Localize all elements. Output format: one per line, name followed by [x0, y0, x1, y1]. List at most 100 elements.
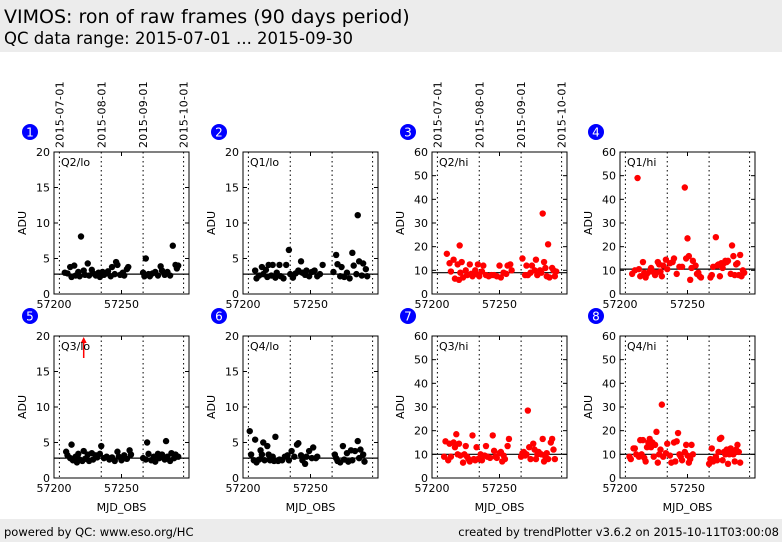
data-point [455, 440, 463, 447]
data-point [247, 451, 255, 458]
data-point [674, 429, 682, 437]
panel-label: Q3/hi [439, 340, 468, 353]
data-point [627, 455, 634, 463]
data-point [716, 273, 724, 280]
data-point [76, 273, 83, 280]
panel-label: Q1/lo [250, 156, 279, 169]
data-point [530, 440, 537, 447]
data-point [689, 257, 697, 265]
data-point [639, 436, 647, 444]
data-point [692, 262, 699, 269]
y-tick-label: 0 [421, 472, 428, 485]
data-point [338, 263, 345, 271]
data-point [359, 260, 367, 267]
data-point [708, 445, 715, 452]
header-band: VIMOS: ron of raw frames (90 days period… [0, 0, 782, 52]
data-point [145, 450, 152, 458]
data-point [108, 263, 116, 271]
page-title: VIMOS: ron of raw frames (90 days period… [4, 6, 410, 28]
data-point [111, 270, 118, 278]
panel-number: 1 [26, 126, 34, 140]
data-point [635, 265, 643, 273]
date-tick-label: 2015-07-01 [431, 81, 444, 148]
footer-powered-by: powered by QC: www.eso.org/HC [4, 525, 194, 539]
data-point [678, 457, 686, 464]
data-point [682, 441, 690, 449]
y-tick-label: 0 [43, 288, 50, 301]
y-tick-label: 10 [414, 264, 428, 277]
data-point [736, 459, 744, 466]
data-point [532, 256, 540, 263]
data-point [544, 455, 552, 463]
x-axis-label: MJD_OBS [286, 501, 336, 514]
y-tick-label: 50 [414, 354, 428, 367]
data-point [539, 210, 546, 217]
x-tick-label: 57200 [603, 482, 638, 495]
panel-number-badge [22, 124, 38, 140]
y-tick-label: 10 [36, 401, 50, 414]
panel-7: 7 0 10 20 30 40 50 60 57200 57250 ADU MJD_OBS Q3/hi [394, 308, 568, 514]
panel-label: Q3/lo [61, 340, 90, 353]
data-point [450, 256, 457, 263]
data-point [473, 444, 480, 451]
data-point [258, 451, 266, 458]
data-point [496, 262, 503, 269]
data-point [639, 258, 647, 266]
data-point [447, 268, 455, 275]
data-point [673, 438, 680, 445]
y-axis-label: ADU [582, 395, 595, 419]
data-point [457, 269, 464, 276]
panel-number-badge [588, 124, 604, 140]
panel-number-badge [22, 308, 38, 324]
data-point [68, 441, 75, 448]
data-point [634, 174, 641, 182]
data-point [734, 260, 741, 267]
footer-created-by: created by trendPlotter v3.6.2 on 2015-1… [458, 525, 779, 539]
panel-number: 4 [592, 126, 600, 140]
y-axis-label: ADU [205, 211, 218, 235]
data-point [269, 261, 276, 269]
y-tick-label: 10 [36, 217, 50, 230]
panel-3: 3 2015-07-01 2015-08-01 2015-09-01 2015-10-0… [394, 81, 569, 311]
date-tick-label: 2015-10-01 [556, 81, 569, 148]
y-tick-label: 30 [414, 401, 428, 414]
data-point [343, 269, 351, 276]
y-tick-label: 60 [414, 330, 428, 343]
data-point [447, 453, 455, 460]
data-point [714, 457, 721, 464]
y-tick-label: 0 [232, 472, 239, 485]
data-point [354, 211, 361, 219]
data-point [256, 456, 263, 463]
data-point [104, 268, 112, 275]
data-point [272, 433, 279, 441]
y-tick-label: 0 [609, 472, 616, 485]
y-tick-label: 15 [36, 182, 50, 195]
y-tick-label: 10 [414, 448, 428, 461]
y-tick-label: 20 [225, 146, 239, 159]
data-point [297, 452, 305, 459]
axes-frame [53, 335, 190, 479]
data-point [111, 457, 118, 465]
x-tick-label: 57200 [37, 482, 72, 495]
data-point [474, 261, 482, 268]
data-point [538, 269, 545, 276]
data-point [285, 457, 293, 464]
data-point [519, 255, 526, 262]
data-point [118, 457, 125, 464]
data-point [539, 435, 546, 443]
data-point [728, 242, 736, 249]
x-tick-label: 57200 [226, 298, 261, 311]
data-point [664, 440, 671, 447]
data-point [443, 250, 451, 257]
x-tick-label: 57250 [670, 298, 705, 311]
data-point [330, 268, 337, 276]
y-tick-label: 15 [36, 366, 50, 379]
panel-number-badge [211, 308, 227, 324]
data-point [724, 460, 732, 467]
data-point [75, 450, 82, 458]
data-point [631, 445, 639, 452]
y-tick-label: 40 [602, 377, 616, 390]
data-point [697, 274, 705, 281]
date-tick-label: 2015-09-01 [515, 81, 528, 148]
data-point [339, 442, 347, 450]
